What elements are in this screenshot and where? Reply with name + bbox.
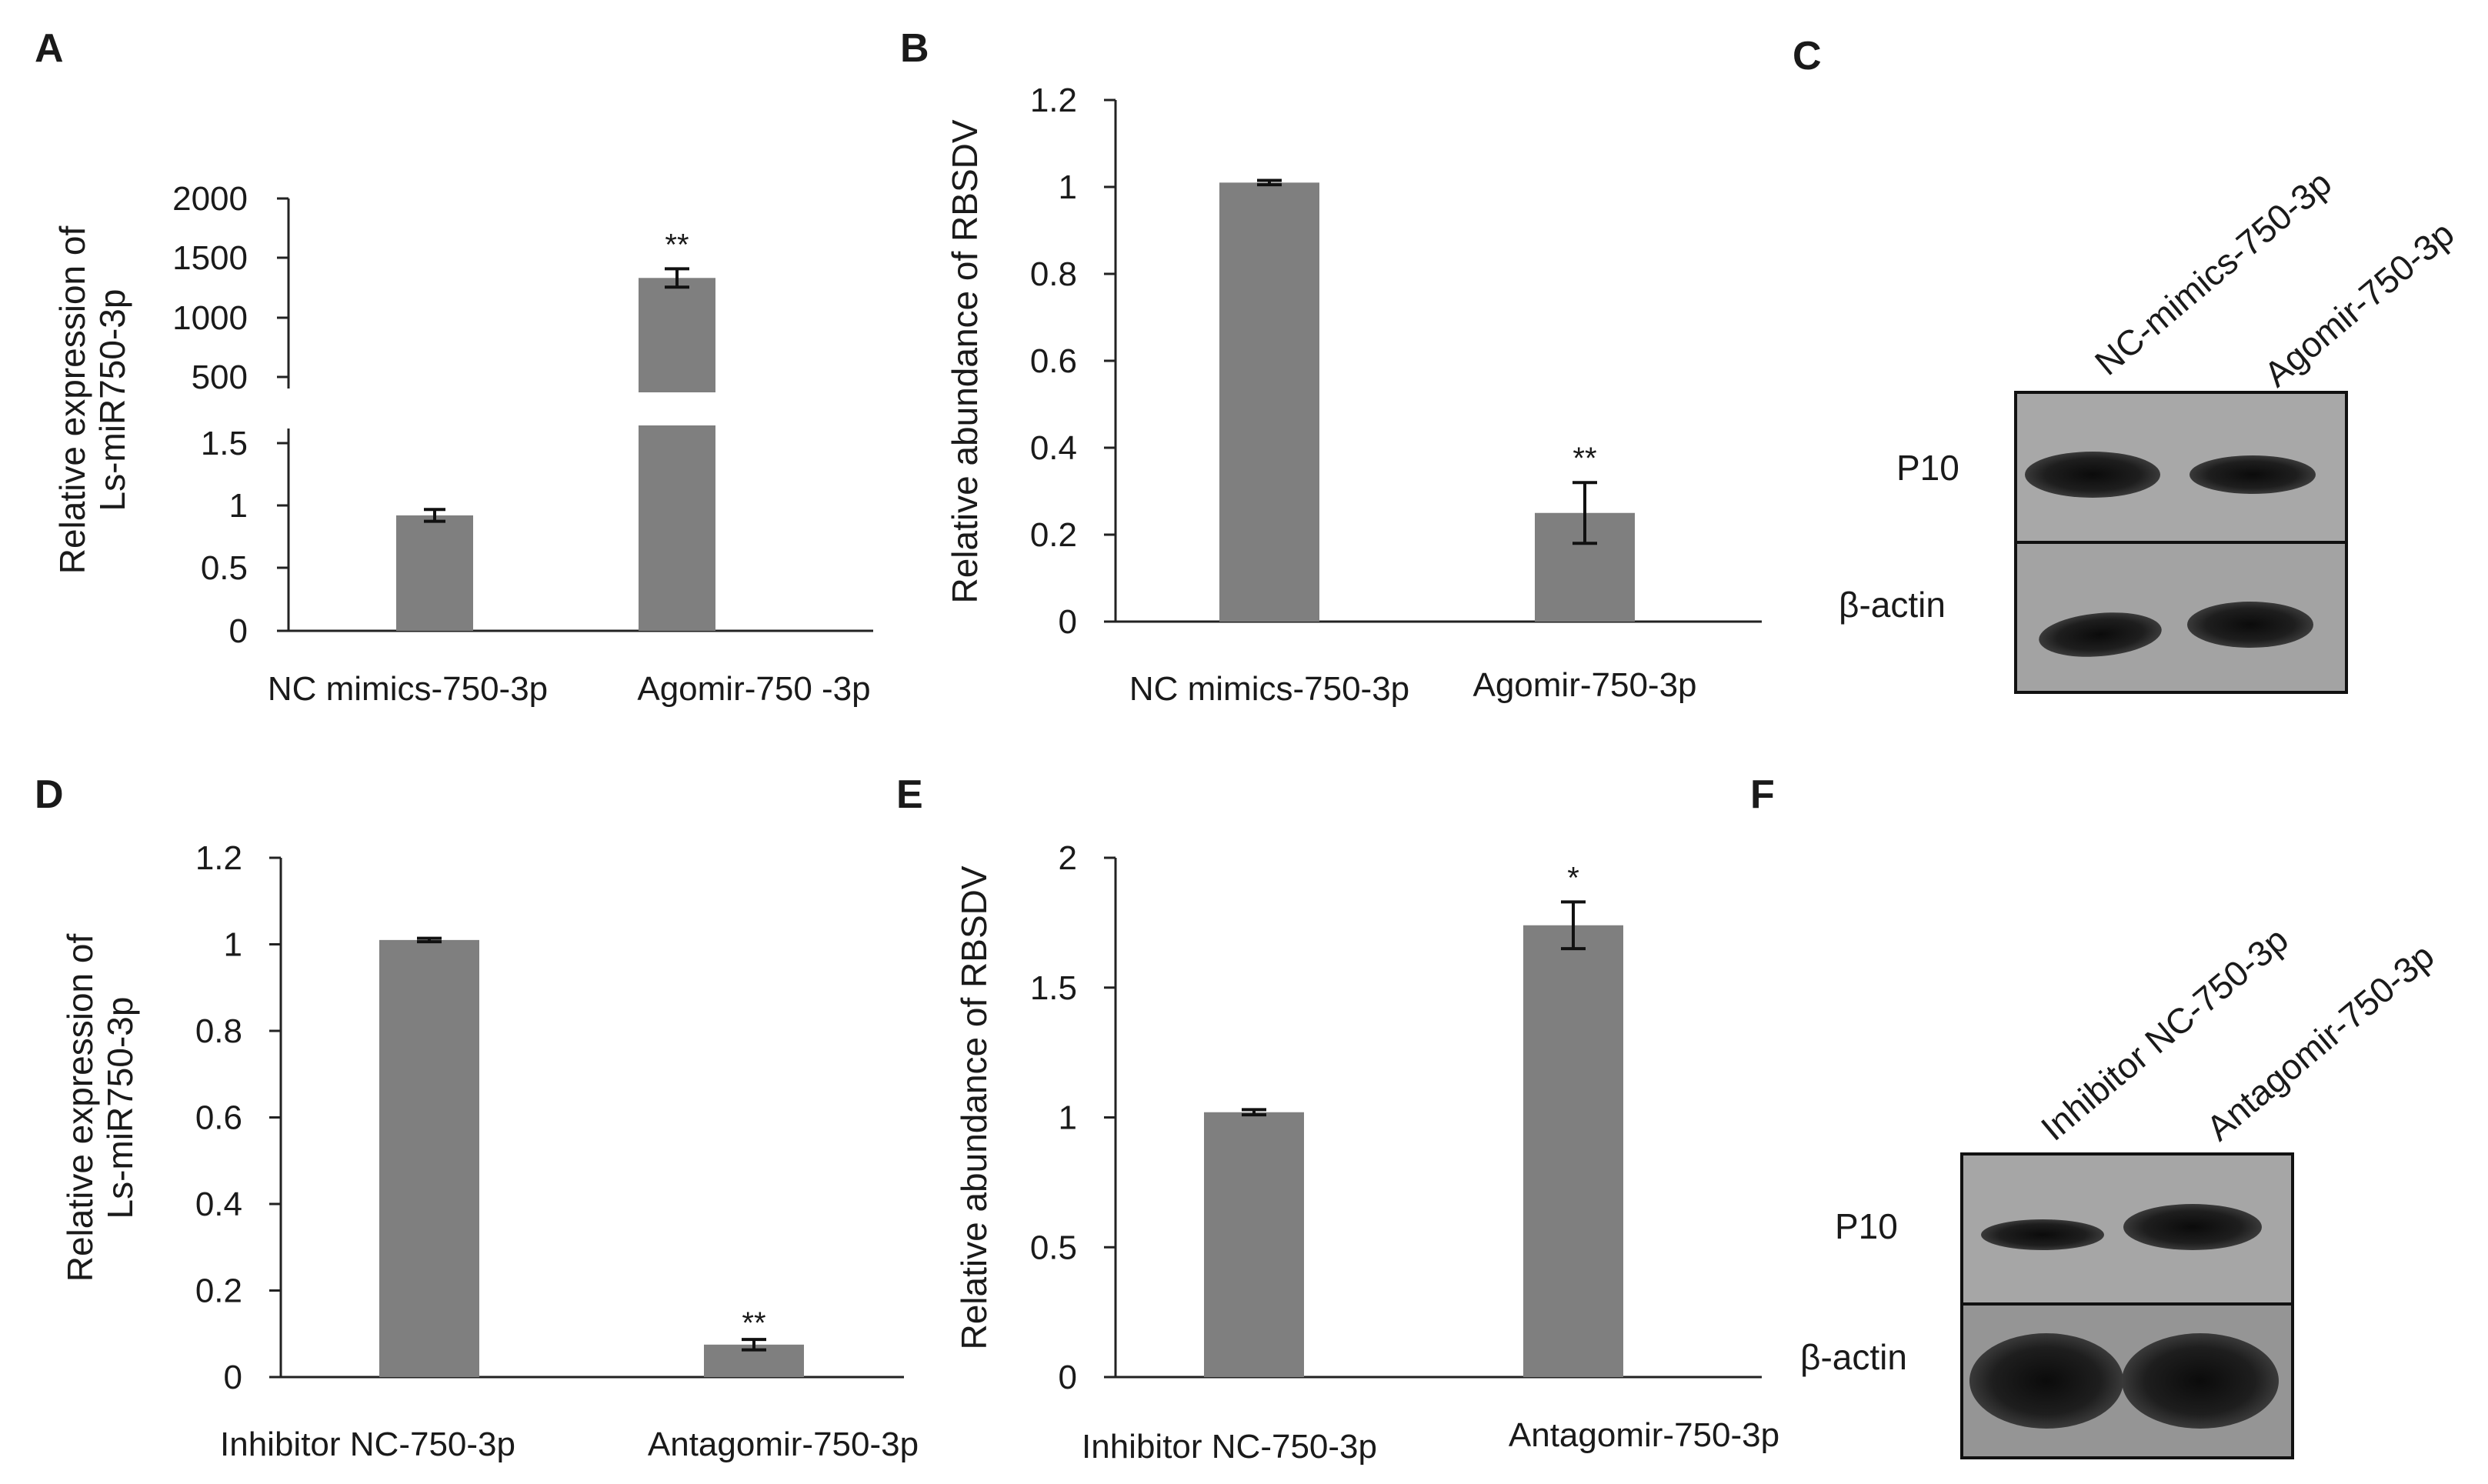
panel-b-tick-label: 0.8 [1030,255,1077,293]
panel-d-letter: D [35,772,64,817]
panel-b-category-label: NC mimics-750-3p [1129,670,1409,708]
panel-b-error-bar-nc-mimics [1257,178,1282,187]
panel-e-ylabel: Relative abundance of RBSDV [954,865,994,1349]
panel-b-bar-nc-mimics [1219,182,1319,622]
panel-d-ylabel-line2: Ls-miR750-3p [100,997,140,1219]
panel-d-category-label: Inhibitor NC-750-3p [220,1426,515,1463]
panel-e-ticks: 2 1.5 1 0.5 0 [1030,839,1116,1396]
panel-a-upper-tick-label: 500 [192,358,248,396]
panel-d-tick-label: 0.8 [195,1012,242,1050]
panel-c-lane-label: Agomir-750-3p [2256,213,2462,394]
panel-b-tick-label: 0 [1059,603,1077,641]
panel-b-tick-label: 1 [1059,168,1077,206]
panel-d-ticks: 1.2 1 0.8 0.6 0.4 0.2 0 [195,839,281,1396]
panel-e-error-bar-antagomir [1561,900,1586,951]
panel-e-tick-label: 0.5 [1030,1229,1077,1266]
panel-f-band [2122,1333,2279,1429]
panel-e-tick-label: 2 [1059,839,1077,877]
panel-e-category-label: Inhibitor NC-750-3p [1082,1428,1377,1466]
panel-a-ylabel-line1: Relative expression of [52,226,92,575]
panel-a-significance-agomir: ** [665,228,689,262]
panel-a-bar-nc-mimics [396,515,473,631]
panel-a-category-label: Agomir-750 -3p [637,670,870,708]
panel-b: B Relative abundance of RBSDV 1.2 1 0.8 0.6… [900,26,1762,708]
panel-d-significance-antagomir: ** [742,1306,765,1340]
panel-f: F Inhibitor NC-750-3p Antagomir-750-3p P… [1750,772,2441,1459]
panel-c-band [2187,602,2313,648]
panel-a-lower-tick-label: 1 [229,487,248,525]
panel-b-tick-label: 0.6 [1030,342,1077,380]
panel-d-bar-inhibitor-nc [379,939,479,1377]
panel-a-category-label: NC mimics-750-3p [268,670,548,708]
panel-d-ylabel-line1: Relative expression of [60,934,100,1282]
panel-a-upper-tick-label: 1500 [172,239,248,277]
panel-e-bar-inhibitor-nc [1204,1112,1304,1377]
panel-a-upper-tick-label: 1000 [172,299,248,337]
panel-d-error-bar-inhibitor-nc [417,936,442,944]
panel-d-tick-label: 0.4 [195,1186,242,1223]
panel-d-tick-label: 1 [224,926,242,964]
panel-e-bar-antagomir [1523,925,1623,1377]
panel-f-row-label: P10 [1835,1206,1898,1246]
panel-e-category-label: Antagomir-750-3p [1509,1416,1779,1454]
panel-d: D Relative expression of Ls-miR750-3p 1.… [35,772,919,1463]
panel-d-tick-label: 0 [224,1359,242,1396]
panel-a-upper-tick-label: 2000 [172,180,248,218]
panel-e-significance-antagomir: * [1567,861,1579,895]
panel-a-letter: A [35,26,64,71]
panel-c-row-label: β-actin [1839,585,1946,625]
panel-a: A Relative expression of Ls-miR750-3p 20… [35,26,873,708]
panel-f-band [1969,1333,2123,1429]
panel-a-bar-agomir-lower [639,425,715,631]
panel-b-ticks: 1.2 1 0.8 0.6 0.4 0.2 0 [1030,82,1116,641]
panel-c-band [2190,455,2316,494]
panel-a-lower-tick-label: 0.5 [201,549,248,587]
panel-a-bar-agomir-upper [639,278,715,392]
panel-b-tick-label: 1.2 [1030,82,1077,119]
panel-a-error-bar-nc-mimics [424,508,445,523]
panel-c-row-label: P10 [1896,448,1959,488]
panel-e-tick-label: 0 [1059,1359,1077,1396]
panel-b-category-label: Agomir-750-3p [1472,666,1696,704]
panel-e-error-bar-inhibitor-nc [1242,1108,1266,1117]
panel-d-tick-label: 0.6 [195,1099,242,1137]
panel-b-error-bar-agomir [1573,481,1597,545]
panel-d-tick-label: 1.2 [195,839,242,877]
panel-e-tick-label: 1.5 [1030,969,1077,1007]
panel-c: C NC-mimics-750-3p Agomir-750-3p P10 β-a… [1793,34,2462,694]
panel-b-significance-agomir: ** [1573,442,1596,475]
panel-f-band [1981,1219,2104,1250]
panel-a-lower-tick-label: 1.5 [201,425,248,462]
panel-d-error-bar-antagomir [742,1338,766,1352]
panel-f-row-label: β-actin [1800,1337,1907,1377]
panel-a-lower-tick-label: 0 [229,612,248,650]
panel-b-letter: B [900,26,929,71]
panel-b-tick-label: 0.2 [1030,516,1077,554]
panel-c-band [2025,452,2160,498]
panel-f-letter: F [1750,772,1775,817]
panel-b-tick-label: 0.4 [1030,429,1077,467]
panel-f-band [2123,1204,2262,1250]
panel-b-ylabel: Relative abundance of RBSDV [945,119,985,603]
panel-d-tick-label: 0.2 [195,1272,242,1310]
panel-a-error-bar-agomir [665,267,689,289]
panel-a-ylabel-line2: Ls-miR750-3p [92,289,132,512]
panel-c-band [2039,612,2162,657]
panel-e: E Relative abundance of RBSDV 21.510.50 … [896,772,1779,1466]
panel-e-letter: E [896,772,923,817]
panel-c-letter: C [1793,34,1822,78]
panel-d-category-label: Antagomir-750-3p [648,1426,919,1463]
panel-e-tick-label: 1 [1059,1099,1077,1137]
